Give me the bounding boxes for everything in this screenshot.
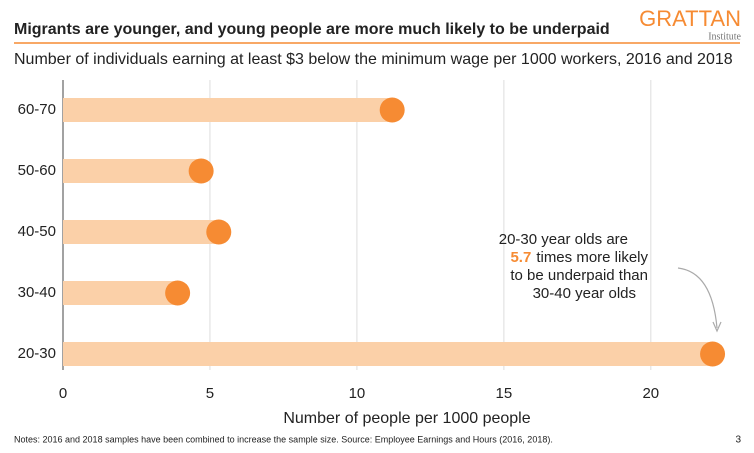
chart-subtitle: Number of individuals earning at least $… — [14, 51, 733, 68]
annotation: times more likely — [536, 249, 648, 266]
y-tick-label: 40-50 — [18, 223, 56, 240]
bar — [63, 220, 219, 244]
dot — [188, 158, 214, 184]
annotation: 30-40 year olds — [533, 285, 636, 302]
x-tick-label: 0 — [59, 385, 67, 402]
x-tick-label: 10 — [349, 385, 366, 402]
y-tick-label: 50-60 — [18, 162, 56, 179]
annotation: 20-30 year olds are — [499, 231, 628, 248]
dot — [165, 280, 191, 306]
annotation-highlight: 5.7 — [510, 249, 531, 266]
bar — [63, 98, 393, 122]
page-number: 3 — [735, 435, 741, 446]
annotation-arrow — [677, 267, 718, 329]
dot — [206, 219, 232, 245]
logo-name: GRATTAN — [639, 6, 741, 31]
logo-sub: Institute — [708, 31, 741, 42]
bar — [63, 342, 713, 366]
notes: Notes: 2016 and 2018 samples have been c… — [14, 434, 553, 444]
x-tick-label: 5 — [206, 385, 214, 402]
dot — [700, 341, 726, 367]
annotation-arrowhead — [712, 321, 722, 333]
annotation: 5.7 times more likely — [510, 249, 648, 266]
bar — [63, 159, 202, 183]
chart-title: Migrants are younger, and young people a… — [14, 21, 610, 38]
x-tick-label: 15 — [496, 385, 513, 402]
y-tick-label: 60-70 — [18, 101, 56, 118]
annotation: to be underpaid than — [510, 267, 648, 284]
y-tick-label: 20-30 — [18, 345, 56, 362]
bar — [63, 281, 178, 305]
x-tick-label: 20 — [642, 385, 659, 402]
x-axis-label: Number of people per 1000 people — [283, 410, 530, 427]
dot — [379, 97, 405, 123]
y-tick-label: 30-40 — [18, 284, 56, 301]
